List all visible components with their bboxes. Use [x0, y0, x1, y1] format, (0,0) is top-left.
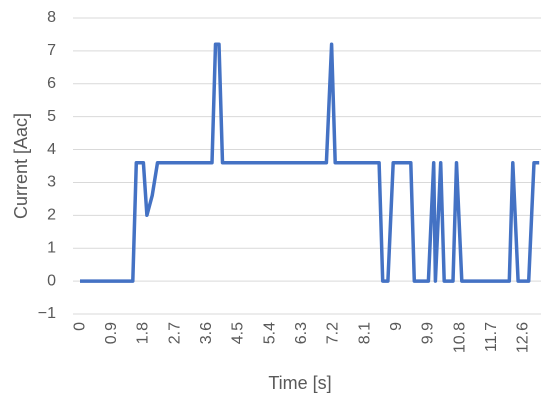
y-tick-label: 6 — [47, 75, 56, 92]
x-tick-label: 6.3 — [293, 322, 310, 344]
x-tick-label: 11.7 — [483, 322, 500, 352]
y-tick-label: 8 — [47, 9, 56, 26]
x-tick-label: 7.2 — [325, 322, 342, 344]
y-tick-label: −1 — [38, 305, 56, 322]
data-line — [80, 42, 540, 283]
x-tick-label: 1.8 — [135, 322, 152, 344]
x-tick-label: 2.7 — [166, 322, 183, 344]
x-tick-label: 4.5 — [230, 322, 247, 344]
x-tick-label: 3.6 — [198, 322, 215, 344]
y-tick-label: 4 — [47, 141, 56, 158]
y-tick-label: 0 — [47, 272, 56, 289]
y-tick-label: 2 — [47, 207, 56, 224]
x-tick-label: 0.9 — [103, 322, 120, 344]
y-tick-label: 7 — [47, 42, 56, 59]
y-tick-label: 5 — [47, 108, 56, 125]
y-tick-label: 1 — [47, 239, 56, 256]
x-tick-label: 5.4 — [261, 322, 278, 344]
y-tick-label: 3 — [47, 174, 56, 191]
x-tick-label: 9.9 — [420, 322, 437, 344]
x-tick-label: 10.8 — [451, 322, 468, 353]
x-tick-label: 0 — [71, 322, 88, 331]
x-axis-title: Time [s] — [268, 373, 331, 393]
x-tick-label: 8.1 — [356, 322, 373, 344]
x-tick-label: 9 — [388, 322, 405, 331]
y-axis-title: Current [Aac] — [11, 113, 31, 219]
x-tick-label: 12.6 — [515, 322, 532, 353]
